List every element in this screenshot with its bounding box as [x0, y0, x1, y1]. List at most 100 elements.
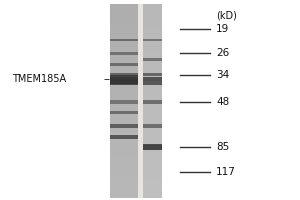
- Bar: [142, 42, 162, 43]
- Bar: [142, 124, 162, 128]
- Bar: [142, 123, 162, 124]
- Bar: [142, 130, 162, 131]
- Bar: [142, 128, 162, 129]
- Bar: [142, 161, 162, 162]
- Bar: [142, 152, 162, 153]
- Bar: [110, 38, 138, 39]
- Bar: [110, 109, 138, 110]
- Bar: [110, 178, 138, 179]
- Bar: [142, 56, 162, 57]
- Bar: [110, 106, 138, 107]
- Bar: [142, 61, 162, 62]
- Bar: [110, 17, 138, 18]
- Bar: [110, 171, 138, 172]
- Bar: [110, 9, 138, 10]
- Bar: [110, 163, 138, 164]
- Text: 34: 34: [216, 70, 229, 80]
- Bar: [110, 73, 138, 74]
- Bar: [110, 166, 138, 167]
- Bar: [110, 32, 138, 33]
- Bar: [110, 191, 138, 192]
- Bar: [110, 34, 138, 35]
- Bar: [110, 101, 138, 102]
- Bar: [142, 154, 162, 155]
- Bar: [142, 131, 162, 132]
- Bar: [110, 112, 138, 113]
- Bar: [110, 46, 138, 47]
- Bar: [142, 85, 162, 86]
- Bar: [142, 63, 162, 64]
- Bar: [110, 157, 138, 158]
- Bar: [142, 60, 162, 61]
- Bar: [142, 167, 162, 168]
- Bar: [142, 83, 162, 84]
- Bar: [110, 37, 138, 38]
- Bar: [110, 103, 138, 104]
- Bar: [110, 173, 138, 174]
- Bar: [142, 36, 162, 37]
- Bar: [110, 75, 138, 79]
- Bar: [142, 149, 162, 150]
- Bar: [142, 16, 162, 17]
- Bar: [142, 155, 162, 156]
- Bar: [142, 138, 162, 139]
- Bar: [110, 156, 138, 157]
- Bar: [142, 126, 162, 127]
- Bar: [142, 120, 162, 121]
- Bar: [142, 27, 162, 28]
- Bar: [110, 41, 138, 42]
- Bar: [142, 21, 162, 22]
- Bar: [142, 184, 162, 185]
- Bar: [110, 42, 138, 43]
- Bar: [142, 109, 162, 110]
- Bar: [142, 121, 162, 122]
- Bar: [110, 73, 138, 76]
- Text: (kD): (kD): [216, 11, 237, 21]
- Bar: [142, 185, 162, 186]
- Bar: [142, 114, 162, 115]
- Bar: [142, 143, 162, 144]
- Bar: [142, 9, 162, 10]
- Bar: [110, 110, 138, 111]
- Bar: [110, 136, 138, 137]
- Bar: [142, 195, 162, 196]
- Text: 117: 117: [216, 167, 236, 177]
- Bar: [142, 89, 162, 90]
- Bar: [142, 45, 162, 46]
- Text: 85: 85: [216, 142, 229, 152]
- Bar: [110, 184, 138, 185]
- Bar: [110, 122, 138, 123]
- Bar: [110, 84, 138, 85]
- Bar: [142, 118, 162, 119]
- Bar: [110, 154, 138, 155]
- Bar: [142, 117, 162, 118]
- Bar: [142, 115, 162, 116]
- Bar: [142, 77, 162, 81]
- Bar: [110, 78, 138, 79]
- Bar: [142, 193, 162, 194]
- Bar: [110, 51, 138, 52]
- Bar: [142, 197, 162, 198]
- Bar: [110, 96, 138, 97]
- Bar: [142, 145, 162, 150]
- Bar: [110, 113, 138, 114]
- Bar: [110, 15, 138, 16]
- Bar: [142, 182, 162, 183]
- Bar: [142, 180, 162, 181]
- Bar: [142, 172, 162, 173]
- Bar: [110, 44, 138, 45]
- Bar: [142, 163, 162, 164]
- Bar: [110, 82, 138, 83]
- Bar: [142, 22, 162, 23]
- Bar: [110, 186, 138, 187]
- Bar: [142, 39, 162, 41]
- Bar: [110, 77, 138, 78]
- Bar: [110, 139, 138, 140]
- Bar: [142, 122, 162, 123]
- Bar: [142, 18, 162, 19]
- Bar: [110, 100, 138, 101]
- Bar: [142, 25, 162, 26]
- Bar: [110, 159, 138, 160]
- Bar: [110, 92, 138, 93]
- Text: TMEM185A: TMEM185A: [12, 74, 66, 84]
